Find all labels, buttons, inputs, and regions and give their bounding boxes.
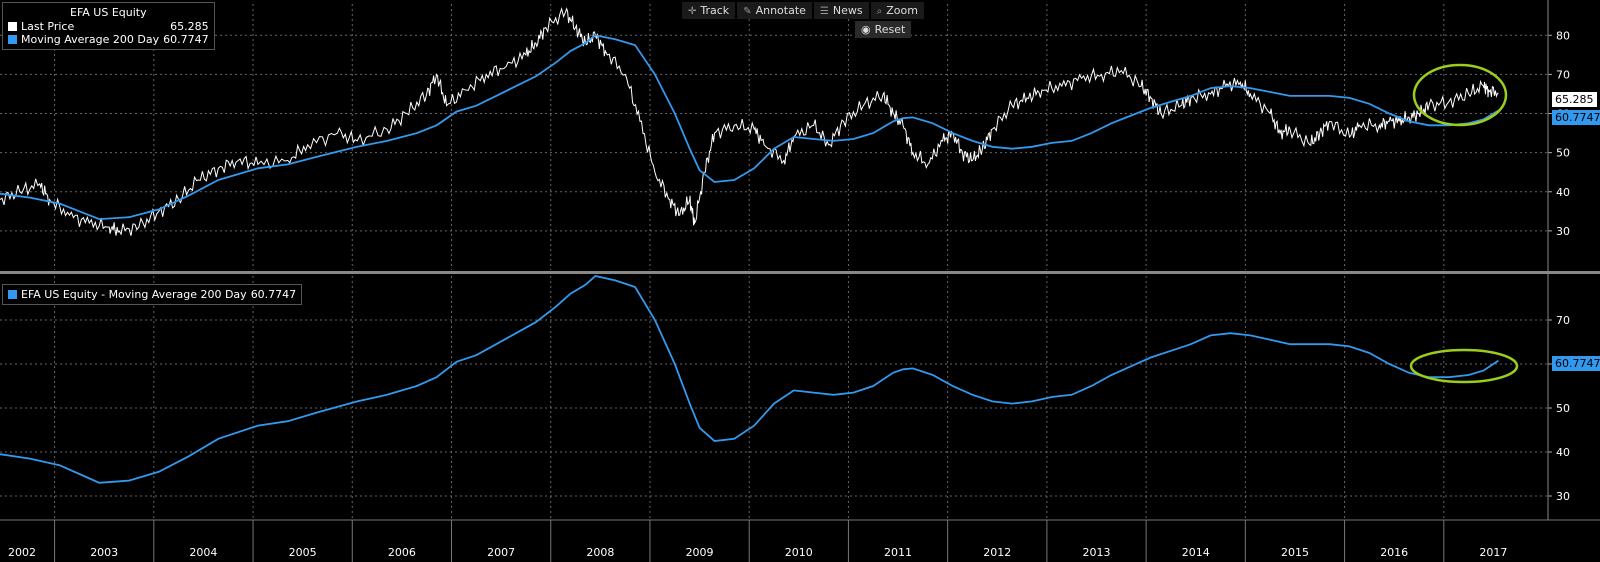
reset-label: Reset <box>874 23 906 36</box>
grid <box>0 4 1548 518</box>
pencil-icon: ✎ <box>743 6 752 17</box>
x-tick-label-2015: 2015 <box>1281 546 1309 559</box>
legend-item-moving-average: Moving Average 200 Day 60.7747 <box>8 33 209 46</box>
x-tick-label-2016: 2016 <box>1380 546 1408 559</box>
legend-swatch-white <box>8 22 17 31</box>
series-moving-average-top <box>0 34 1499 221</box>
y-tick-label-bottom-70: 70 <box>1556 314 1570 327</box>
highlights <box>1409 63 1519 384</box>
news-icon: ☰ <box>819 6 829 17</box>
annotation-circle-top <box>1412 63 1508 127</box>
x-tick-label-2004: 2004 <box>189 546 217 559</box>
legend-swatch-blue <box>8 290 17 299</box>
x-tick-label-2013: 2013 <box>1083 546 1111 559</box>
x-tick-label-2011: 2011 <box>884 546 912 559</box>
x-tick-label-2009: 2009 <box>686 546 714 559</box>
zoom-button[interactable]: ⌕ Zoom <box>870 2 924 19</box>
chart-title: EFA US Equity <box>70 6 147 19</box>
chart-toolbar: ✛ Track ✎ Annotate ☰ News ⌕ Zoom <box>682 2 926 19</box>
legend-label: EFA US Equity - Moving Average 200 Day <box>21 288 247 301</box>
x-tick-label-2006: 2006 <box>388 546 416 559</box>
x-tick-label-2007: 2007 <box>487 546 515 559</box>
news-label: News <box>832 4 863 17</box>
magnifier-icon: ⌕ <box>876 6 883 17</box>
reset-button[interactable]: ◉ Reset <box>855 21 912 38</box>
x-tick-label-2014: 2014 <box>1182 546 1210 559</box>
track-label: Track <box>700 4 730 17</box>
news-button[interactable]: ☰ News <box>813 2 869 19</box>
x-tick-label-2005: 2005 <box>289 546 317 559</box>
ma-price-tag-bottom: 60.7747 <box>1552 356 1600 371</box>
bottom-legend: EFA US Equity - Moving Average 200 Day 6… <box>2 284 303 305</box>
x-tick-label-2008: 2008 <box>586 546 614 559</box>
legend-item-ma-panel: EFA US Equity - Moving Average 200 Day 6… <box>8 288 296 301</box>
legend-swatch-blue <box>8 35 17 44</box>
annotation-circle-bottom <box>1409 348 1519 384</box>
y-tick-label-top-30: 30 <box>1556 225 1570 238</box>
ma-price-tag-top: 60.7747 <box>1552 110 1600 125</box>
x-tick-label-2017: 2017 <box>1479 546 1507 559</box>
y-tick-label-top-50: 50 <box>1556 147 1570 160</box>
y-tick-label-bottom-50: 50 <box>1556 402 1570 415</box>
x-tick-label-2003: 2003 <box>90 546 118 559</box>
legend-label: Moving Average 200 Day <box>21 33 160 46</box>
x-tick-label-2010: 2010 <box>785 546 813 559</box>
y-tick-label-bottom-30: 30 <box>1556 490 1570 503</box>
series-moving-average-bottom <box>0 275 1499 484</box>
annotate-label: Annotate <box>755 4 806 17</box>
legend-value: 65.285 <box>170 20 209 33</box>
legend-item-last-price: Last Price 65.285 <box>8 20 209 33</box>
x-tick-label-2012: 2012 <box>983 546 1011 559</box>
track-button[interactable]: ✛ Track <box>682 2 736 19</box>
legend-label: Last Price <box>21 20 75 33</box>
radio-dot-icon: ◉ <box>861 23 871 36</box>
y-tick-label-top-80: 80 <box>1556 29 1570 42</box>
annotate-button[interactable]: ✎ Annotate <box>737 2 812 19</box>
y-tick-label-top-70: 70 <box>1556 68 1570 81</box>
panel-separator[interactable] <box>0 271 1600 274</box>
top-legend: EFA US Equity Last Price 65.285 Moving A… <box>2 2 215 50</box>
crosshair-icon: ✛ <box>688 6 697 17</box>
zoom-label: Zoom <box>886 4 918 17</box>
x-tick-label-2002: 2002 <box>8 546 36 559</box>
series-last-price <box>0 7 1499 236</box>
series <box>0 7 1499 484</box>
y-tick-label-top-40: 40 <box>1556 186 1570 199</box>
legend-value: 60.7747 <box>250 288 297 301</box>
legend-value: 60.7747 <box>163 33 209 46</box>
y-tick-label-bottom-40: 40 <box>1556 446 1570 459</box>
last-price-tag: 65.285 <box>1552 92 1597 107</box>
